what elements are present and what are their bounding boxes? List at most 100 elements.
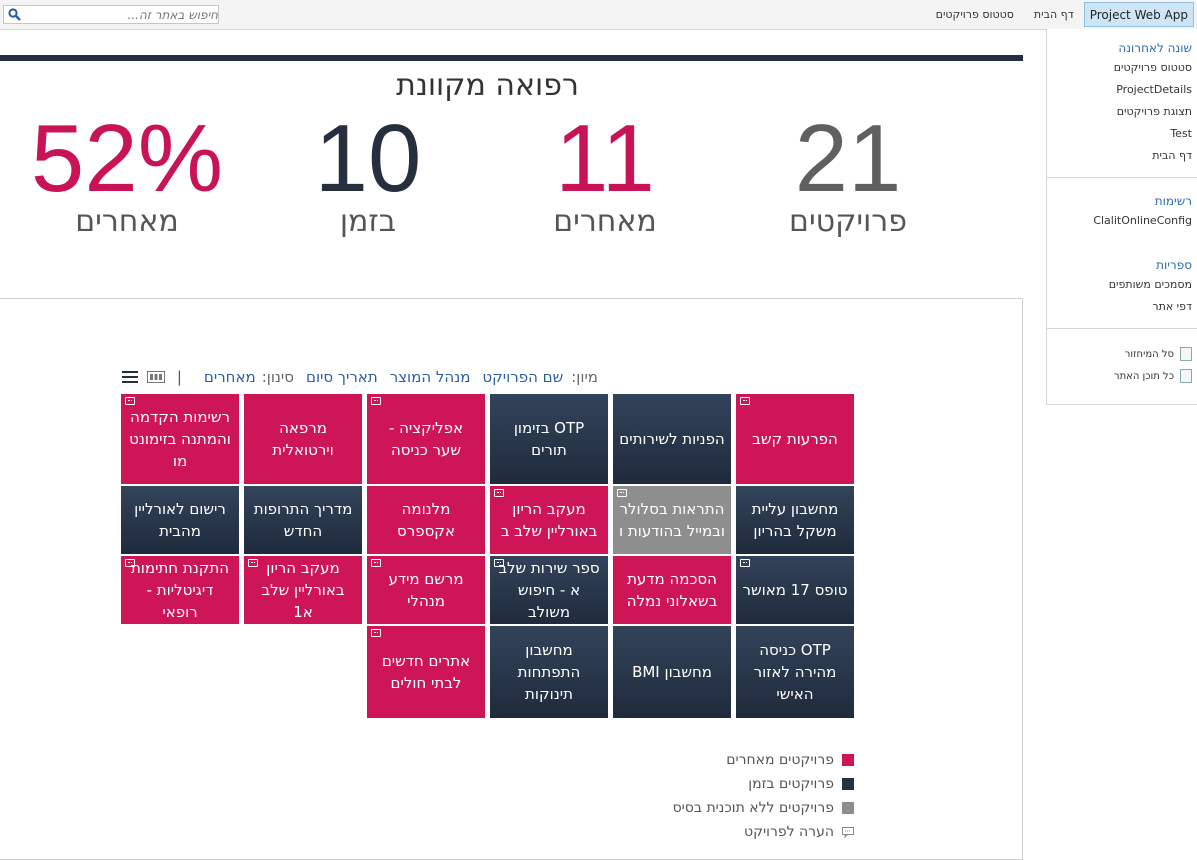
nav-divider xyxy=(1047,177,1197,178)
comment-icon[interactable] xyxy=(248,559,258,567)
stat-label: בזמן xyxy=(339,204,397,239)
sort-by-project-name[interactable]: שם הפרויקט xyxy=(482,368,564,386)
comment-icon[interactable] xyxy=(494,489,504,497)
comment-icon[interactable] xyxy=(740,397,750,405)
project-tile[interactable]: OTP בזימון תורים xyxy=(490,394,608,484)
recycle-bin-icon xyxy=(1180,347,1192,361)
sort-by-product-manager[interactable]: מנהל המוצר xyxy=(389,368,471,386)
project-tile-label: טופס 17 מאושר xyxy=(742,581,848,599)
comment-icon[interactable] xyxy=(371,629,381,637)
stat-on-time: 10 בזמן xyxy=(286,111,450,239)
nav-project-web-app[interactable]: Project Web App xyxy=(1083,2,1194,27)
nav-header-lists[interactable]: רשימות xyxy=(1154,194,1192,208)
project-tile-label: מעקב הריון באורליין שלב א1 xyxy=(261,559,345,621)
project-tile[interactable]: רשימות הקדמה והמתנה בזימונט מו xyxy=(121,394,239,484)
project-tile-label: מחשבון התפתחות תינוקות xyxy=(517,641,581,703)
stat-value: 21 xyxy=(794,105,902,212)
search-button[interactable] xyxy=(4,6,24,23)
view-switcher xyxy=(122,371,165,383)
stat-label: פרויקטים xyxy=(789,204,907,239)
nav-item-clalit-config[interactable]: ClalitOnlineConfig xyxy=(1093,214,1192,227)
project-tile-label: מרשם מידע מנהלי xyxy=(388,570,464,610)
legend-label: פרויקטים מאחרים xyxy=(726,752,834,768)
comment-icon[interactable] xyxy=(125,559,135,567)
comment-icon[interactable] xyxy=(125,397,135,405)
nav-home[interactable]: דף הבית xyxy=(1033,8,1074,21)
project-tile-label: אפליקציה - שער כניסה xyxy=(388,419,464,459)
legend-no-baseline: פרויקטים ללא תוכנית בסיס xyxy=(673,796,854,820)
project-tile[interactable]: התראות בסלולר ובמייל בהודעות ו xyxy=(613,486,731,554)
project-tile-label: רשימות הקדמה והמתנה בזימונט מו xyxy=(129,408,231,470)
project-tile[interactable]: מעקב הריון באורליין שלב א1 xyxy=(244,556,362,624)
project-tile-label: מחשבון BMI xyxy=(632,663,712,681)
stat-label: מאחרים xyxy=(75,204,179,239)
comment-icon[interactable] xyxy=(617,489,627,497)
top-nav: Project Web App דף הבית סטטוס פרויקטים xyxy=(926,2,1194,27)
stat-late-count: 11 מאחרים xyxy=(513,111,697,239)
comment-icon[interactable] xyxy=(371,559,381,567)
sort-divider: | xyxy=(176,368,182,386)
project-tile-grid: הפרעות קשב הפניות לשירותים OTP בזימון תורי… xyxy=(120,394,854,718)
project-tile[interactable]: מלנומה אקספרס xyxy=(367,486,485,554)
legend: פרויקטים מאחרים פרויקטים בזמן פרויקטים ל… xyxy=(673,748,854,844)
project-tile-label: ספר שירות שלב א - חיפוש משולב xyxy=(498,559,600,621)
project-tile-label: מחשבון עליית משקל בהריון xyxy=(751,500,839,540)
project-tile[interactable]: הפניות לשירותים xyxy=(613,394,731,484)
project-tile-label: התקנת חתימות דיגיטליות - רופאי xyxy=(130,559,230,621)
project-tile-label: הסכמה מדעת בשאלוני נמלה xyxy=(626,570,718,610)
project-tile[interactable]: מדריך התרופות החדש xyxy=(244,486,362,554)
legend-late: פרויקטים מאחרים xyxy=(673,748,854,772)
legend-swatch-on-time xyxy=(842,778,854,790)
project-tile-label: מרפאה וירטואלית xyxy=(272,419,334,459)
search-input[interactable] xyxy=(26,6,222,23)
project-tile[interactable]: טופס 17 מאושר xyxy=(736,556,854,624)
tile-view-icon[interactable] xyxy=(147,371,165,383)
stat-value: 10 xyxy=(314,105,422,212)
project-tile-label: רישום לאורליין מהבית xyxy=(134,500,226,540)
project-tile[interactable]: מעקב הריון באורליין שלב ב xyxy=(490,486,608,554)
project-tile[interactable]: מרפאה וירטואלית xyxy=(244,394,362,484)
top-bar: Project Web App דף הבית סטטוס פרויקטים xyxy=(0,0,1197,30)
project-tile[interactable]: אתרים חדשים לבתי חולים xyxy=(367,626,485,718)
project-tile[interactable]: מחשבון התפתחות תינוקות xyxy=(490,626,608,718)
project-tile[interactable]: הסכמה מדעת בשאלוני נמלה xyxy=(613,556,731,624)
legend-swatch-no-baseline xyxy=(842,802,854,814)
legend-label: פרויקטים בזמן xyxy=(748,776,834,792)
project-tile[interactable]: ספר שירות שלב א - חיפוש משולב xyxy=(490,556,608,624)
project-tile[interactable]: התקנת חתימות דיגיטליות - רופאי xyxy=(121,556,239,624)
nav-site-contents[interactable]: כל תוכן האתר xyxy=(1047,365,1197,387)
sort-by-end-date[interactable]: תאריך סיום xyxy=(306,368,378,386)
header-divider-bar xyxy=(0,55,1023,61)
nav-header-libraries[interactable]: ספריות xyxy=(1156,258,1192,272)
comment-icon xyxy=(842,827,854,838)
comment-icon[interactable] xyxy=(494,559,504,567)
nav-project-status[interactable]: סטטוס פרויקטים xyxy=(935,8,1014,21)
nav-item-test[interactable]: Test xyxy=(1170,127,1192,140)
nav-item-shared-documents[interactable]: מסמכים משותפים xyxy=(1108,278,1192,291)
list-view-icon[interactable] xyxy=(122,371,138,383)
comment-icon[interactable] xyxy=(371,397,381,405)
project-tile[interactable]: רישום לאורליין מהבית xyxy=(121,486,239,554)
project-tile-label: התראות בסלולר ובמייל בהודעות ו xyxy=(619,500,725,540)
project-tile[interactable]: OTP כניסה מהירה לאזור האישי xyxy=(736,626,854,718)
project-tile[interactable]: מחשבון עליית משקל בהריון xyxy=(736,486,854,554)
nav-item-site-pages[interactable]: דפי אתר xyxy=(1152,300,1192,313)
project-tile[interactable]: מרשם מידע מנהלי xyxy=(367,556,485,624)
search-box xyxy=(3,5,222,24)
project-tile[interactable]: הפרעות קשב xyxy=(736,394,854,484)
project-tile-label: הפרעות קשב xyxy=(752,430,838,448)
project-tile[interactable]: מחשבון BMI xyxy=(613,626,731,718)
project-tile-label: הפניות לשירותים xyxy=(619,430,725,448)
nav-item-project-details[interactable]: ProjectDetails xyxy=(1116,83,1192,96)
site-contents-label: כל תוכן האתר xyxy=(1113,370,1174,382)
nav-item-home[interactable]: דף הבית xyxy=(1152,149,1192,162)
nav-item-projects-view[interactable]: תצוגת פרויקטים xyxy=(1116,105,1192,118)
nav-recycle-bin[interactable]: סל המיחזור xyxy=(1047,343,1197,365)
project-tile[interactable]: אפליקציה - שער כניסה xyxy=(367,394,485,484)
stat-label: מאחרים xyxy=(553,204,657,239)
nav-header-recent[interactable]: שונה לאחרונה xyxy=(1118,41,1192,55)
legend-on-time: פרויקטים בזמן xyxy=(673,772,854,796)
comment-icon[interactable] xyxy=(740,559,750,567)
nav-item-project-status[interactable]: סטטוס פרויקטים xyxy=(1113,61,1192,74)
filter-late[interactable]: מאחרים xyxy=(203,368,256,386)
